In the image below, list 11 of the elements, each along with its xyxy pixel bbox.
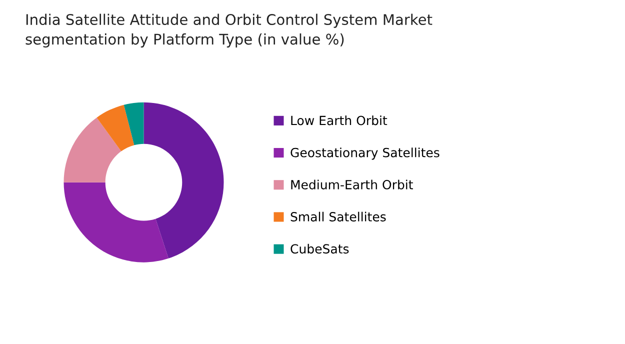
legend-label: Low Earth Orbit [291,116,388,126]
legend-label: Medium-Earth Orbit [291,180,413,190]
donut-slice [64,182,168,262]
donut-slice [96,104,134,152]
legend-label: CubeSats [290,244,349,254]
legend-label: Small Satellites [290,212,386,222]
donut-slice [124,102,144,146]
donut-slice [144,102,224,258]
chart-title: India Satellite Attitude and Orbit Control System Market segmentation by Platform Type (in value %) [26,14,432,48]
donut-slice [64,118,122,182]
legend-label: Geostationary Satellites [290,148,440,160]
